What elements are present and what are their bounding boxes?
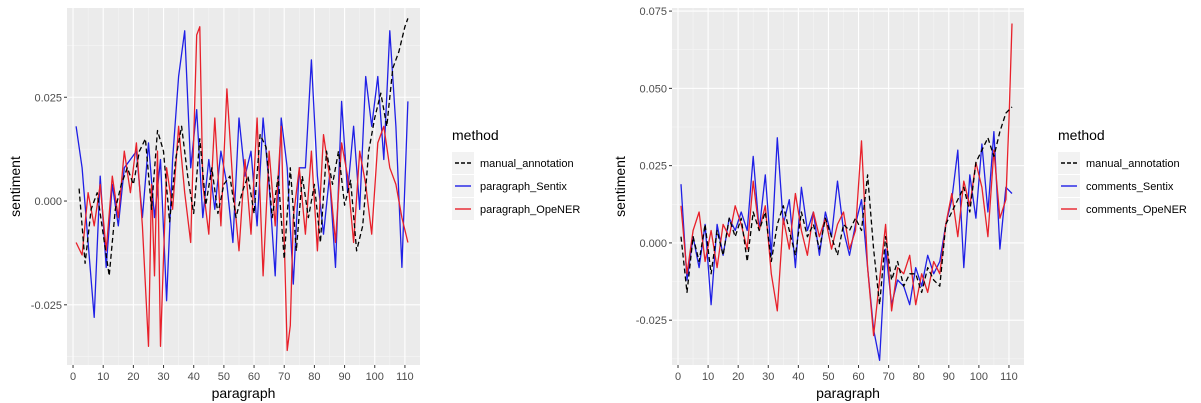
left-series-manual-annotation xyxy=(78,18,409,277)
left-legend-label: paragraph_OpeNER xyxy=(480,204,580,216)
left-x-tick-label: 20 xyxy=(127,371,139,383)
left-x-tick-label: 30 xyxy=(157,371,169,383)
chart-left-svg: 0 10 20 30 40 50 60 70 80 90 100 110 -0.025 0.000 0.02… xyxy=(7,8,580,401)
left-y-tick-label: 0.000 xyxy=(34,196,62,208)
left-x-tick-label: 110 xyxy=(396,371,414,383)
left-y-tick-label: -0.025 xyxy=(31,300,62,312)
left-x-tick-label: 100 xyxy=(366,371,384,383)
right-x-tick-label: 20 xyxy=(732,371,744,383)
right-series-comments-OpeNER xyxy=(680,23,1013,337)
left-legend-label: manual_annotation xyxy=(480,158,574,170)
chart-left: 0 10 20 30 40 50 60 70 80 90 100 110 -0.025 0.000 0.02… xyxy=(0,0,600,403)
right-y-tick-label: 0.025 xyxy=(639,161,667,173)
right-legend-title: method xyxy=(1058,127,1105,143)
left-y-axis-title: sentiment xyxy=(7,156,23,217)
right-legend-label: manual_annotation xyxy=(1086,158,1180,170)
left-x-tick-label: 10 xyxy=(97,371,109,383)
chart-right: 0 10 20 30 40 50 60 70 80 90 100 110 -0.025 0.000 0.02… xyxy=(601,0,1201,403)
right-x-axis-title: paragraph xyxy=(816,385,880,401)
right-series-comments-Sentix xyxy=(680,130,1013,362)
chart-right-svg: 0 10 20 30 40 50 60 70 80 90 100 110 -0.025 0.000 0.02… xyxy=(612,6,1187,401)
left-y-tick-label: 0.025 xyxy=(34,92,62,104)
right-x-tick-label: 0 xyxy=(675,371,681,383)
right-x-tick-label: 60 xyxy=(852,371,864,383)
right-x-tick-label: 90 xyxy=(943,371,955,383)
right-x-tick-label: 100 xyxy=(970,371,988,383)
left-series-paragraph-Sentix xyxy=(75,30,409,318)
right-y-tick-label: 0.075 xyxy=(639,6,667,18)
right-x-tick-label: 70 xyxy=(882,371,894,383)
left-x-tick-label: 70 xyxy=(278,371,290,383)
right-y-tick-label: 0.050 xyxy=(639,83,667,95)
right-series-manual-annotation xyxy=(680,106,1013,306)
right-y-axis-title: sentiment xyxy=(612,156,628,217)
right-x-tick-label: 50 xyxy=(822,371,834,383)
right-legend-label: comments_Sentix xyxy=(1086,181,1174,193)
right-y-tick-label: -0.025 xyxy=(636,315,667,327)
right-legend-label: comments_OpeNER xyxy=(1086,204,1187,216)
right-y-tick-label: 0.000 xyxy=(639,238,667,250)
right-x-tick-label: 10 xyxy=(702,371,714,383)
left-legend-label: paragraph_Sentix xyxy=(480,181,567,193)
right-x-tick-label: 110 xyxy=(1000,371,1018,383)
left-legend-title: method xyxy=(452,127,499,143)
left-x-tick-label: 0 xyxy=(70,371,76,383)
left-x-tick-label: 80 xyxy=(308,371,320,383)
left-x-axis-title: paragraph xyxy=(212,385,276,401)
right-x-tick-label: 80 xyxy=(913,371,925,383)
left-x-tick-label: 60 xyxy=(248,371,260,383)
left-x-tick-label: 50 xyxy=(218,371,230,383)
right-x-tick-label: 40 xyxy=(792,371,804,383)
right-x-tick-label: 30 xyxy=(762,371,774,383)
left-x-tick-label: 40 xyxy=(188,371,200,383)
left-x-tick-label: 90 xyxy=(338,371,350,383)
